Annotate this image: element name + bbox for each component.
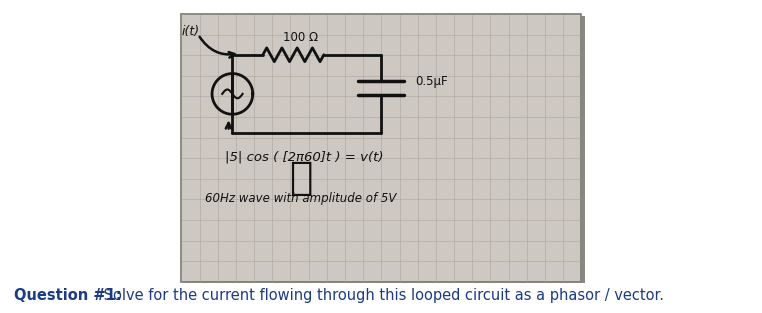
- Text: 60Hz wave with amplitude of 5V: 60Hz wave with amplitude of 5V: [205, 192, 397, 205]
- Text: i(t): i(t): [181, 25, 200, 38]
- Text: 0.5μF: 0.5μF: [415, 75, 448, 88]
- Text: |5| cos ( [2π60]t ) = v(t): |5| cos ( [2π60]t ) = v(t): [225, 150, 383, 163]
- Text: Solve for the current flowing through this looped circuit as a phasor / vector.: Solve for the current flowing through th…: [99, 288, 664, 303]
- FancyBboxPatch shape: [185, 16, 585, 283]
- Text: ⏟: ⏟: [290, 159, 312, 198]
- Text: 100 Ω: 100 Ω: [283, 31, 319, 44]
- FancyBboxPatch shape: [181, 14, 581, 282]
- Text: Question #1:: Question #1:: [14, 288, 121, 303]
